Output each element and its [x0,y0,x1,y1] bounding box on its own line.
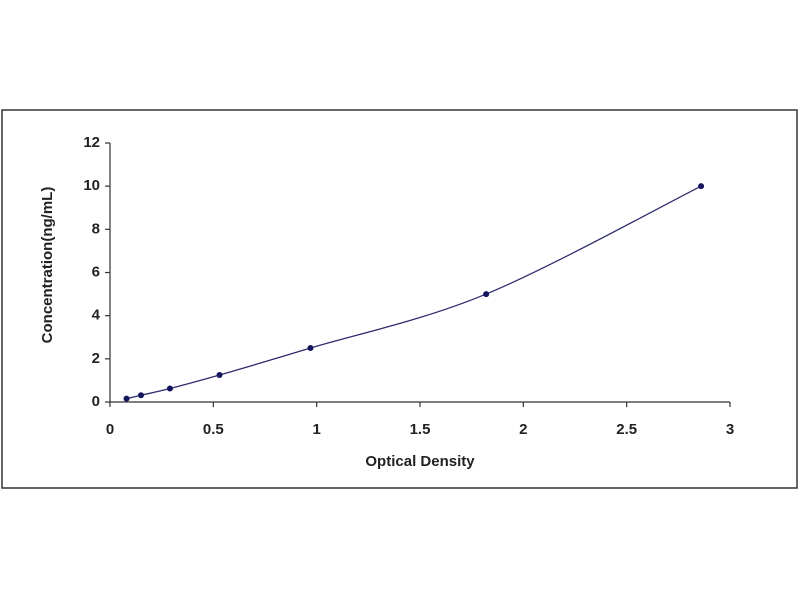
y-tick-label: 12 [83,134,100,151]
x-tick-label: 1.5 [410,421,431,438]
x-tick-label: 2.5 [616,421,637,438]
y-tick-label: 4 [92,307,101,324]
data-point [216,372,223,379]
data-point [138,392,144,399]
chart-frame [1,109,798,489]
data-point [123,395,130,402]
x-tick-label: 0 [106,421,114,438]
y-tick-label: 8 [92,220,100,237]
x-tick-label: 2 [519,421,527,438]
y-tick-label: 6 [92,263,100,280]
x-tick-label: 3 [726,421,734,438]
x-tick-label: 0.5 [203,421,224,438]
y-tick-label: 10 [83,177,100,194]
data-point [698,183,705,190]
data-point [483,291,490,298]
y-tick-label: 2 [92,350,100,367]
y-axis-title: Concentration(ng/mL) [39,187,56,344]
y-tick-label: 0 [92,393,100,410]
data-line [126,185,702,400]
data-point [307,345,314,352]
data-point [166,385,173,392]
x-tick-label: 1 [312,421,320,438]
x-axis-title: Optical Density [365,453,475,470]
